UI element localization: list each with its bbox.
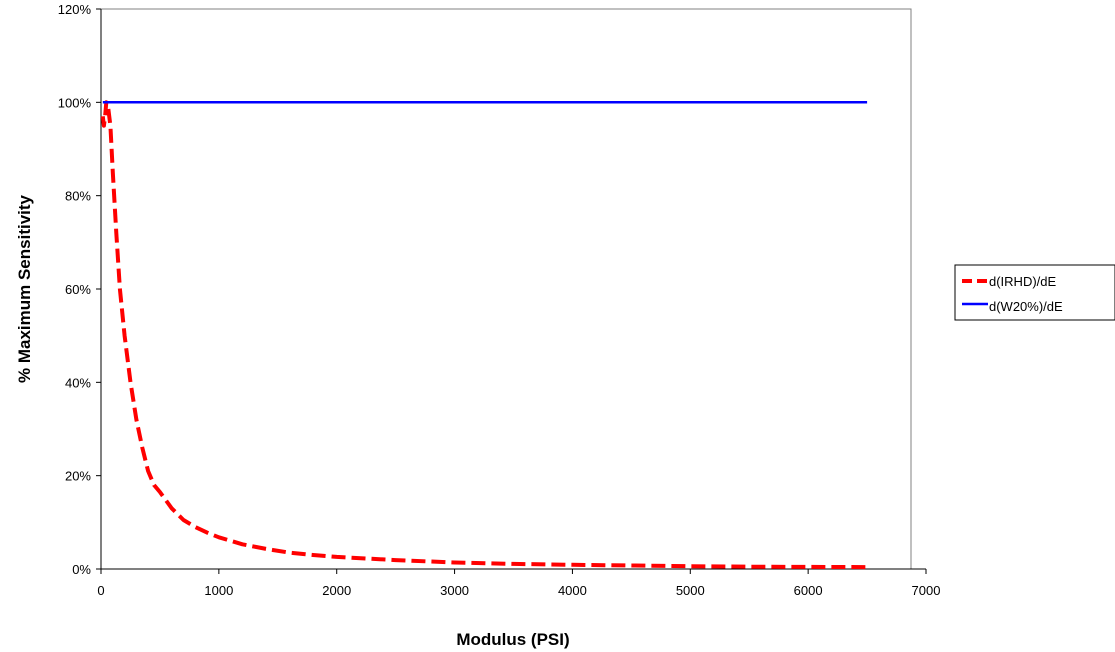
y-tick-label: 120%	[58, 2, 92, 17]
legend: d(IRHD)/dE d(W20%)/dE	[954, 264, 1115, 321]
y-tick-label: 60%	[65, 282, 91, 297]
x-axis-title: Modulus (PSI)	[456, 630, 569, 649]
y-axis-title: % Maximum Sensitivity	[15, 194, 34, 383]
y-tick-label: 0%	[72, 562, 91, 577]
series-line-irhd	[100, 100, 868, 570]
y-tick-label: 20%	[65, 469, 91, 484]
y-tick-label: 40%	[65, 375, 91, 390]
legend-label-w20: d(W20%)/dE	[989, 299, 1063, 314]
y-ticks: 0% 20% 40% 60% 80% 100% 120%	[58, 2, 101, 577]
series-layer	[100, 100, 868, 570]
x-tick-label: 1000	[204, 583, 233, 598]
legend-box	[954, 264, 1115, 321]
plot-area	[100, 8, 912, 570]
x-tick-label: 2000	[322, 583, 351, 598]
x-tick-label: 7000	[912, 583, 941, 598]
x-tick-label: 3000	[440, 583, 469, 598]
y-tick-label: 80%	[65, 189, 91, 204]
x-tick-label: 6000	[794, 583, 823, 598]
x-tick-label: 0	[97, 583, 104, 598]
x-tick-label: 5000	[676, 583, 705, 598]
legend-label-irhd: d(IRHD)/dE	[989, 274, 1057, 289]
x-tick-label: 4000	[558, 583, 587, 598]
y-tick-label: 100%	[58, 95, 92, 110]
x-ticks: 0 1000 2000 3000 4000 5000 6000 7000	[97, 569, 940, 598]
